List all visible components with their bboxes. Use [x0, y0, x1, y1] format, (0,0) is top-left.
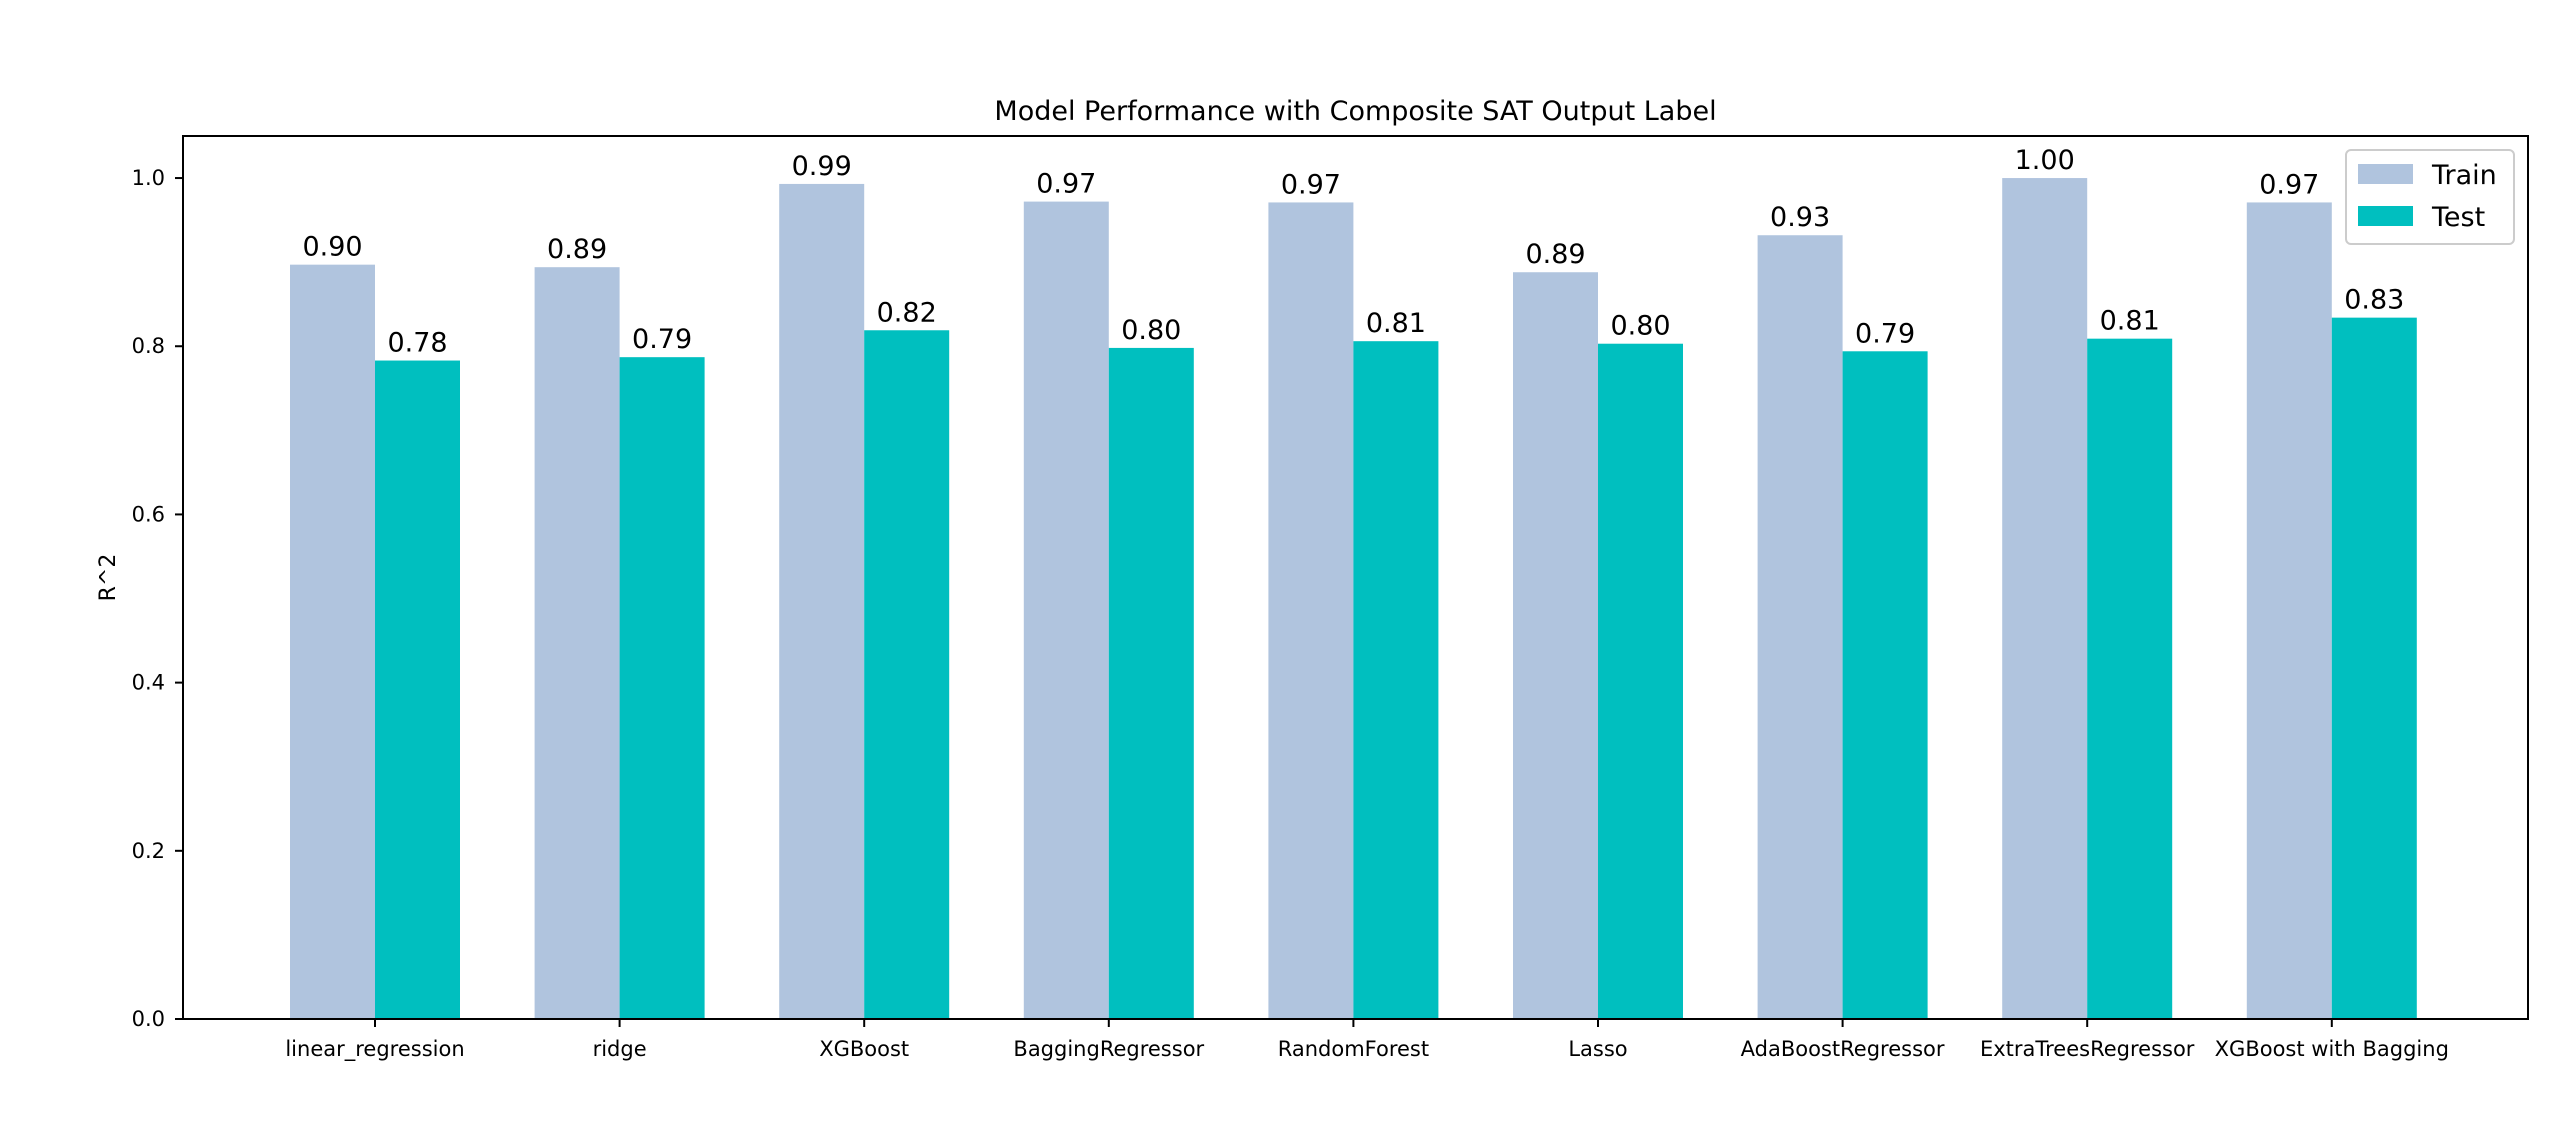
bar-test-4 [1353, 341, 1439, 1019]
bar-train-6 [1757, 235, 1843, 1020]
x-tick-label: Lasso [1568, 1037, 1627, 1061]
data-label-train-3: 0.97 [1036, 169, 1096, 200]
data-label-train-0: 0.90 [302, 232, 362, 263]
bar-train-7 [2002, 178, 2088, 1020]
data-label-test-2: 0.82 [877, 297, 937, 328]
plot-bars [290, 178, 2417, 1020]
bar-train-8 [2246, 202, 2332, 1019]
legend-label-train: Train [2431, 160, 2497, 191]
data-label-test-6: 0.79 [1855, 318, 1915, 349]
y-tick-label: 0.8 [132, 334, 165, 358]
y-tick-label: 1.0 [132, 166, 165, 190]
data-label-train-2: 0.99 [792, 151, 852, 182]
legend-swatch-train [2358, 164, 2413, 184]
x-tick-label: XGBoost with Bagging [2215, 1037, 2449, 1061]
data-label-test-3: 0.80 [1121, 315, 1181, 346]
data-label-train-8: 0.97 [2259, 169, 2319, 200]
x-tick-label: linear_regression [285, 1037, 464, 1062]
bar-test-8 [2331, 317, 2417, 1019]
y-tick-label: 0.0 [132, 1007, 165, 1031]
y-tick-label: 0.4 [132, 671, 165, 695]
bar-test-6 [1842, 351, 1928, 1019]
x-tick-label: XGBoost [819, 1037, 909, 1061]
data-label-train-5: 0.89 [1525, 239, 1585, 270]
y-tick-label: 0.2 [132, 839, 165, 863]
x-axis: linear_regression ridge XGBoost BaggingRegr… [285, 1019, 2449, 1062]
x-tick-label: RandomForest [1278, 1037, 1429, 1061]
data-label-test-7: 0.81 [2100, 306, 2160, 337]
y-tick-label: 0.6 [132, 502, 165, 526]
bar-test-1 [619, 357, 705, 1019]
x-tick-label: ExtraTreesRegressor [1980, 1037, 2195, 1061]
y-axis: 0.0 0.2 0.4 0.6 0.8 1.0 [132, 166, 183, 1031]
data-label-test-4: 0.81 [1366, 308, 1426, 339]
bar-train-1 [534, 267, 620, 1019]
bar-train-0 [290, 264, 375, 1019]
legend: Train Test [2345, 149, 2515, 245]
bar-train-4 [1268, 202, 1354, 1019]
data-label-train-1: 0.89 [547, 234, 607, 265]
bar-train-3 [1023, 201, 1109, 1019]
data-label-train-7: 1.00 [2015, 145, 2075, 176]
data-label-test-5: 0.80 [1610, 311, 1670, 342]
x-tick-label: ridge [593, 1037, 647, 1061]
bar-test-3 [1108, 347, 1194, 1019]
data-label-test-1: 0.79 [632, 324, 692, 355]
bar-train-2 [779, 183, 865, 1020]
x-tick-label: AdaBoostRegressor [1741, 1037, 1945, 1061]
data-label-train-4: 0.97 [1281, 169, 1341, 200]
legend-label-test: Test [2431, 202, 2485, 233]
y-axis-label: R^2 [96, 554, 121, 602]
data-label-test-8: 0.83 [2344, 285, 2404, 316]
bar-train-5 [1513, 272, 1598, 1020]
chart-title: Model Performance with Composite SAT Out… [994, 96, 1716, 127]
bar-test-7 [2087, 338, 2173, 1019]
legend-swatch-test [2358, 206, 2413, 226]
bar-test-0 [375, 360, 460, 1019]
data-labels: 0.90 0.89 0.99 0.97 0.97 0.89 0.93 1.00 0.97 0.78… [302, 145, 2404, 358]
bar-test-2 [864, 330, 950, 1019]
plot-frame [182, 135, 2529, 1020]
x-tick-label: BaggingRegressor [1013, 1037, 1204, 1061]
bar-test-5 [1598, 343, 1683, 1020]
data-label-test-0: 0.78 [387, 328, 447, 359]
data-label-train-6: 0.93 [1770, 202, 1830, 233]
